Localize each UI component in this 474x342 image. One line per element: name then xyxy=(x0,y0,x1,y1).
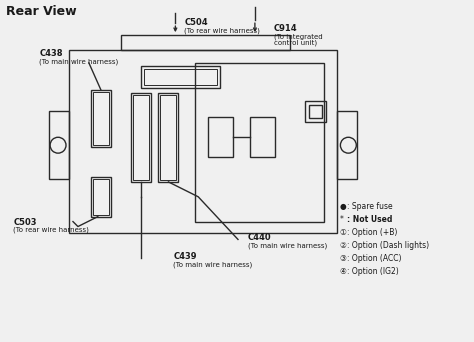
Text: control unit): control unit) xyxy=(274,40,317,46)
Bar xyxy=(161,95,176,180)
Text: ●: ● xyxy=(339,202,346,211)
Text: (To integrated: (To integrated xyxy=(274,34,322,40)
Text: ④: ④ xyxy=(339,267,346,276)
Bar xyxy=(208,117,233,157)
Bar xyxy=(250,117,275,157)
Bar xyxy=(158,93,178,182)
Text: : Not Used: : Not Used xyxy=(347,215,393,224)
Bar xyxy=(195,63,325,222)
Text: : Option (IG2): : Option (IG2) xyxy=(347,267,399,276)
Text: C439: C439 xyxy=(173,252,197,261)
Text: (To rear wire harness): (To rear wire harness) xyxy=(13,227,89,234)
Bar xyxy=(69,50,337,234)
Text: (To main wire harness): (To main wire harness) xyxy=(248,243,327,249)
Bar xyxy=(91,177,111,216)
Text: : Spare fuse: : Spare fuse xyxy=(347,202,393,211)
Text: C438: C438 xyxy=(39,49,63,58)
Text: (To main wire harness): (To main wire harness) xyxy=(173,262,253,268)
Text: *: * xyxy=(339,215,343,224)
Bar xyxy=(144,69,217,85)
Text: : Option (+B): : Option (+B) xyxy=(347,228,398,237)
Text: C504: C504 xyxy=(184,18,208,27)
Text: C440: C440 xyxy=(248,234,272,242)
Bar xyxy=(121,35,290,50)
Bar xyxy=(337,111,357,179)
Bar xyxy=(131,93,151,182)
Bar xyxy=(309,105,322,118)
Bar xyxy=(93,92,109,145)
Text: : Option (ACC): : Option (ACC) xyxy=(347,254,402,263)
Text: C914: C914 xyxy=(274,24,297,33)
Bar xyxy=(93,179,109,215)
Text: ②: ② xyxy=(339,241,346,250)
Text: (To main wire harness): (To main wire harness) xyxy=(39,58,118,65)
Bar xyxy=(305,101,327,122)
Text: Rear View: Rear View xyxy=(6,5,77,18)
Text: (To rear wire harness): (To rear wire harness) xyxy=(184,28,260,34)
Text: : Option (Dash lights): : Option (Dash lights) xyxy=(347,241,429,250)
Bar xyxy=(49,111,69,179)
Bar xyxy=(133,95,148,180)
Bar xyxy=(91,90,111,147)
Text: ①: ① xyxy=(339,228,346,237)
Bar xyxy=(141,66,220,88)
Text: C503: C503 xyxy=(13,218,37,226)
Text: ③: ③ xyxy=(339,254,346,263)
